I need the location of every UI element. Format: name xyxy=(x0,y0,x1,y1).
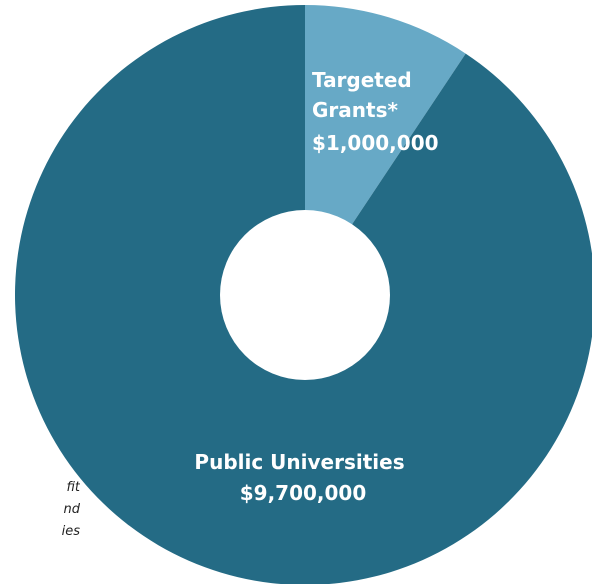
slice-label-line: Targeted xyxy=(312,68,412,92)
labels-layer: Targeted Grants* $1,000,000 Public Unive… xyxy=(194,68,438,505)
slice-label-line: $9,700,000 xyxy=(240,481,367,505)
donut-hole xyxy=(220,210,390,380)
footnote-line-1: fit xyxy=(66,480,81,495)
slice-label-public-universities: Public Universities $9,700,000 xyxy=(194,450,411,505)
slice-label-line: $1,000,000 xyxy=(312,131,439,155)
slice-label-line: Grants* xyxy=(312,98,398,122)
slice-label-targeted-grants: Targeted Grants* $1,000,000 xyxy=(312,68,439,155)
footnote-line-3: ies xyxy=(61,524,80,539)
footnote-line-2: nd xyxy=(63,502,81,517)
slice-label-line: Public Universities xyxy=(194,450,404,474)
